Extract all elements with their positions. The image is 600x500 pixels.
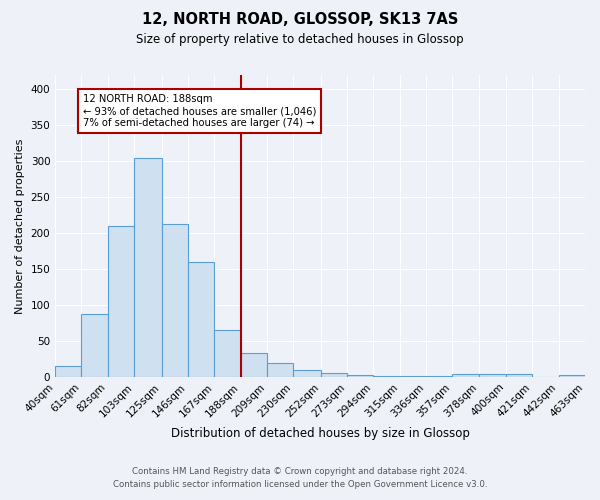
Bar [452, 374, 479, 377]
Bar [426, 376, 452, 377]
Bar [559, 375, 585, 377]
X-axis label: Distribution of detached houses by size in Glossop: Distribution of detached houses by size … [170, 427, 470, 440]
Bar [293, 370, 321, 377]
Text: 12 NORTH ROAD: 188sqm
← 93% of detached houses are smaller (1,046)
7% of semi-de: 12 NORTH ROAD: 188sqm ← 93% of detached … [83, 94, 316, 128]
Bar [347, 375, 373, 377]
Text: Contains HM Land Registry data © Crown copyright and database right 2024.: Contains HM Land Registry data © Crown c… [132, 467, 468, 476]
Bar [506, 374, 532, 377]
Bar [161, 224, 188, 377]
Text: Size of property relative to detached houses in Glossop: Size of property relative to detached ho… [136, 32, 464, 46]
Text: 12, NORTH ROAD, GLOSSOP, SK13 7AS: 12, NORTH ROAD, GLOSSOP, SK13 7AS [142, 12, 458, 28]
Bar [373, 376, 400, 377]
Bar [55, 366, 82, 377]
Text: Contains public sector information licensed under the Open Government Licence v3: Contains public sector information licen… [113, 480, 487, 489]
Bar [82, 314, 108, 377]
Y-axis label: Number of detached properties: Number of detached properties [15, 138, 25, 314]
Bar [267, 364, 293, 377]
Bar [479, 374, 506, 377]
Bar [321, 372, 347, 377]
Bar [188, 262, 214, 377]
Bar [134, 158, 161, 377]
Bar [241, 353, 267, 377]
Bar [400, 376, 426, 377]
Bar [214, 330, 241, 377]
Bar [108, 226, 134, 377]
